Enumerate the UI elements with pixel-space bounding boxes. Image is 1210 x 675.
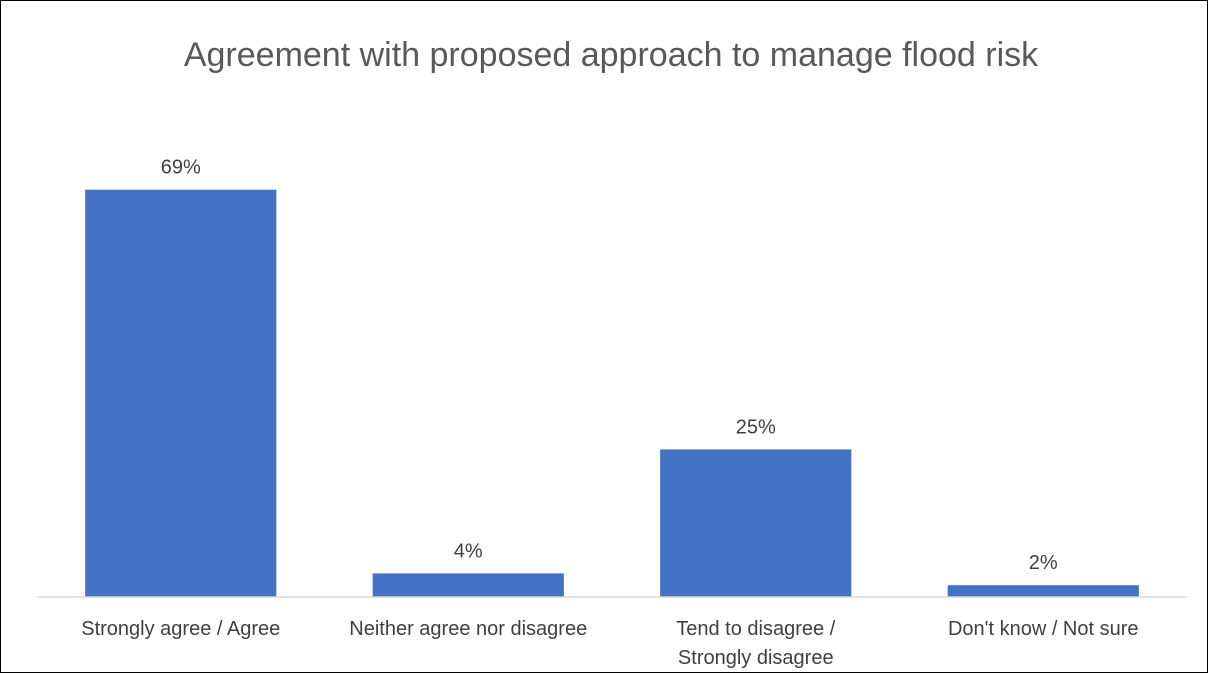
- category-label-line: Tend to disagree /: [676, 618, 835, 640]
- data-label-3: 2%: [1029, 552, 1058, 574]
- category-label-1: Neither agree nor disagree: [349, 618, 587, 640]
- data-label-0: 69%: [161, 157, 201, 179]
- category-label-line: Neither agree nor disagree: [349, 618, 587, 640]
- category-label-2: Tend to disagree / Strongly disagree: [676, 618, 835, 669]
- labels-layer: 69% Strongly agree / Agree 4% Neither agree…: [81, 157, 1138, 669]
- chart-title: Agreement with proposed approach to mana…: [184, 36, 1039, 74]
- category-label-line: Strongly disagree: [678, 647, 834, 669]
- bar-2: [660, 449, 852, 597]
- bars-layer: [85, 189, 1139, 598]
- category-label-0: Strongly agree / Agree: [81, 618, 280, 640]
- category-label-3: Don't know / Not sure: [948, 618, 1139, 640]
- bar-1: [372, 573, 564, 597]
- bar-3: [947, 585, 1139, 597]
- category-label-line: Don't know / Not sure: [948, 618, 1139, 640]
- category-label-line: Strongly agree / Agree: [81, 618, 280, 640]
- data-label-1: 4%: [454, 540, 483, 562]
- bar-0: [85, 189, 277, 598]
- data-label-2: 25%: [736, 416, 776, 438]
